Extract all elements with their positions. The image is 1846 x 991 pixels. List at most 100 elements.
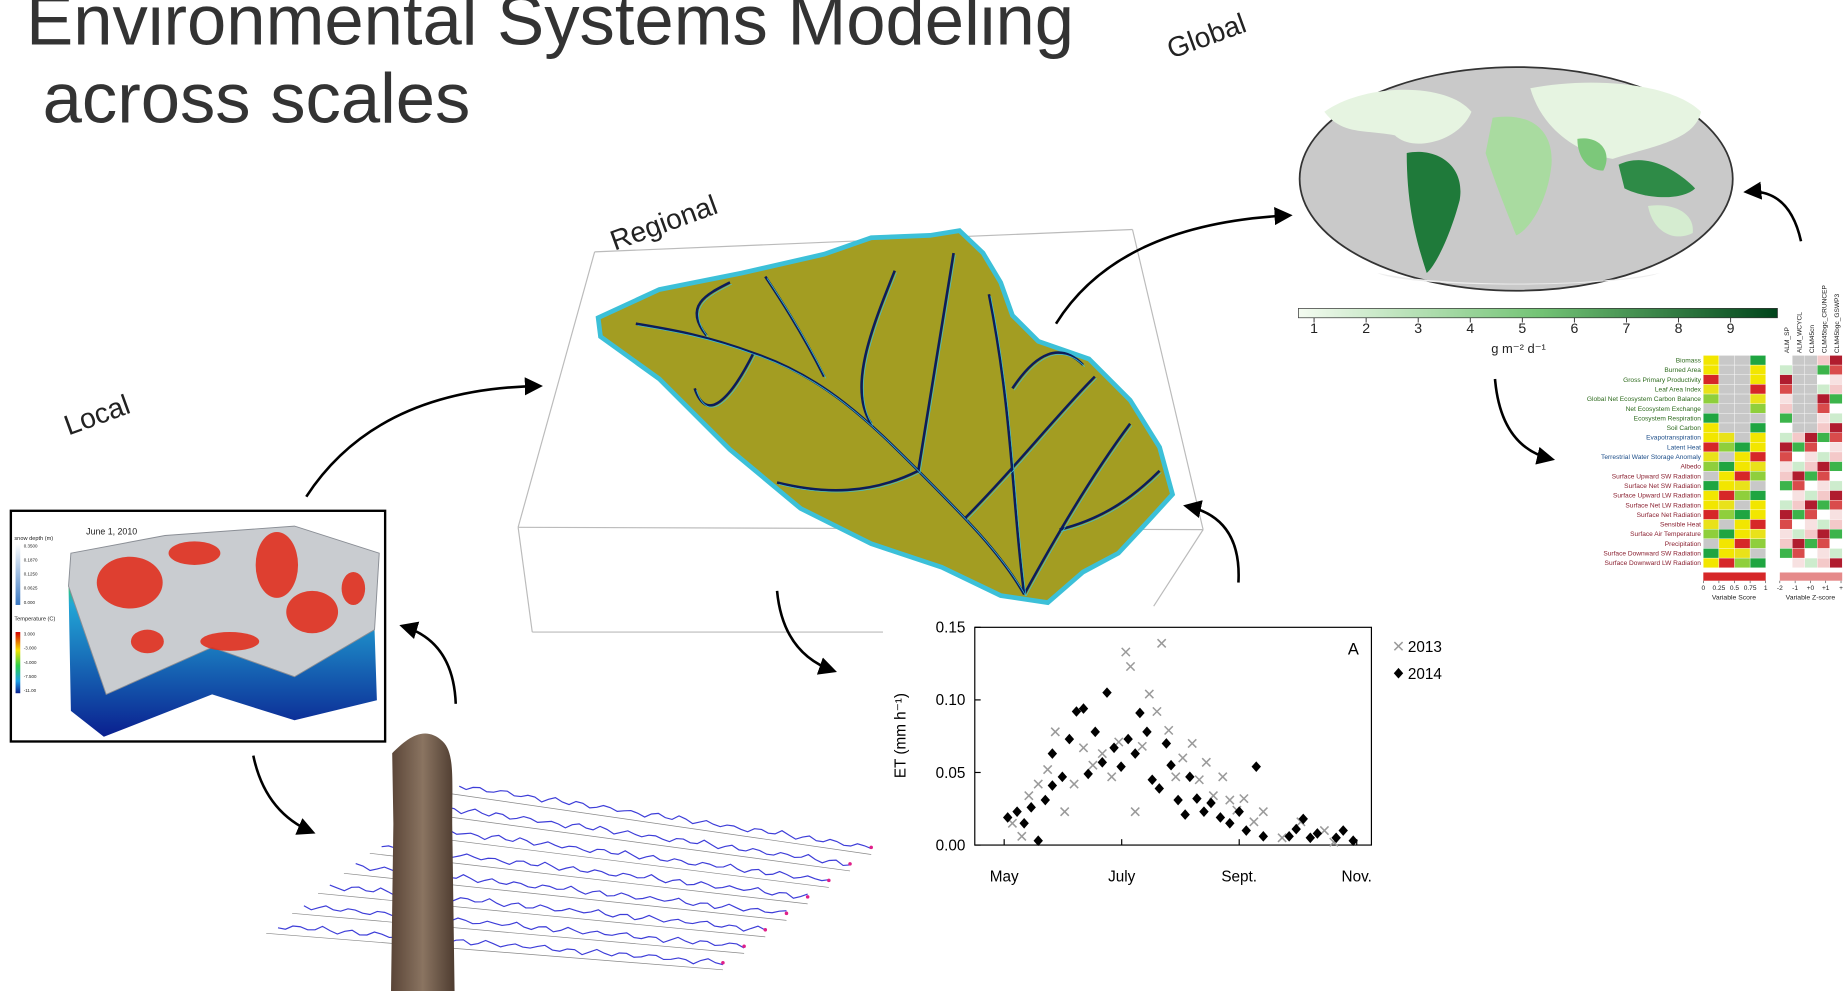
legend-tick-label: 0.000 — [24, 600, 36, 605]
heatmap-cell — [1792, 365, 1804, 375]
legend-marker — [1394, 642, 1402, 650]
z-tick-label: -1 — [1792, 585, 1798, 592]
heatmap-cell — [1719, 539, 1735, 549]
heatmap-cell — [1805, 520, 1817, 530]
colorbar-tick-label: 1 — [1310, 320, 1318, 336]
heatmap-cell — [1830, 404, 1842, 414]
heatmap-cell — [1735, 462, 1751, 472]
heatmap-cell — [1703, 452, 1719, 462]
heatmap-cell — [1780, 452, 1792, 462]
heatmap-row-label: Surface Net SW Radiation — [1624, 483, 1701, 490]
heatmap-cell — [1805, 548, 1817, 558]
heatmap-cell — [1719, 365, 1735, 375]
heatmap-cell — [1703, 433, 1719, 443]
heatmap-cell — [1830, 529, 1842, 539]
heatmap-cell — [1703, 481, 1719, 491]
heatmap-cell — [1780, 548, 1792, 558]
heatmap-cell — [1780, 375, 1792, 385]
x-tick-label: Sept. — [1221, 869, 1257, 886]
warm-patch — [286, 591, 338, 633]
heatmap-cell — [1805, 452, 1817, 462]
heatmap-cell — [1735, 491, 1751, 501]
heatmap-row-label: Albedo — [1680, 464, 1701, 471]
heatmap-cell — [1817, 423, 1829, 433]
legend-tick-label: 0.0625 — [24, 586, 38, 591]
heatmap-cell — [1830, 433, 1842, 443]
heatmap-cell — [1830, 365, 1842, 375]
heatmap-cell — [1703, 539, 1719, 549]
heatmap-cell — [1805, 384, 1817, 394]
heatmap-cell — [1792, 462, 1804, 472]
x-tick-label: Nov. — [1342, 869, 1372, 886]
heatmap-cell — [1780, 558, 1792, 568]
heatmap-cell — [1780, 442, 1792, 452]
heatmap-cell — [1830, 548, 1842, 558]
heatmap-cell — [1817, 539, 1829, 549]
scale-label: Regional — [606, 188, 722, 256]
heatmap-cell — [1805, 529, 1817, 539]
flow-arrow — [403, 626, 456, 704]
heatmap-row-label: Surface Downward SW Radiation — [1603, 551, 1701, 558]
y-tick-label: 0.15 — [936, 620, 966, 637]
heatmap-cell — [1830, 539, 1842, 549]
heatmap-cell — [1780, 510, 1792, 520]
warm-patch — [131, 630, 164, 654]
heatmap-cell — [1719, 558, 1735, 568]
heatmap-cell — [1719, 471, 1735, 481]
heatmap-cell — [1792, 539, 1804, 549]
heatmap-cell — [1750, 510, 1766, 520]
heatmap-cell — [1750, 413, 1766, 423]
heatmap-cell — [1805, 375, 1817, 385]
heatmap-cell — [1830, 462, 1842, 472]
heatmap-cell — [1792, 471, 1804, 481]
heatmap-cell — [1830, 442, 1842, 452]
heatmap-cell — [1703, 471, 1719, 481]
heatmap-cell — [1780, 384, 1792, 394]
colorbar-tick-label: 5 — [1518, 320, 1526, 336]
slide: Environmental Systems Modelingacross sca… — [0, 0, 1846, 991]
y-tick-label: 0.05 — [936, 765, 966, 782]
heatmap-cell — [1750, 452, 1766, 462]
heatmap-cell — [1792, 500, 1804, 510]
heatmap-cell — [1750, 520, 1766, 530]
heatmap-cell — [1805, 558, 1817, 568]
heatmap-cell — [1780, 491, 1792, 501]
colorbar-label: g m⁻² d⁻¹ — [1491, 341, 1546, 356]
heatmap-row-label: Precipitation — [1665, 541, 1702, 548]
score-tick-label: 1 — [1764, 585, 1768, 592]
legend-tick-label: 0.3500 — [24, 543, 38, 548]
heatmap-cell — [1780, 355, 1792, 365]
heatmap-cell — [1735, 471, 1751, 481]
heatmap-cell — [1817, 529, 1829, 539]
heatmap-cell — [1817, 442, 1829, 452]
warm-patch — [256, 532, 298, 598]
heatmap-cell — [1830, 394, 1842, 404]
panel-annotation: A — [1348, 640, 1359, 658]
heatmap-cell — [1735, 481, 1751, 491]
heatmap-cell — [1805, 433, 1817, 443]
heatmap-cell — [1703, 384, 1719, 394]
heatmap-cell — [1750, 462, 1766, 472]
heatmap-cell — [1703, 355, 1719, 365]
heatmap-column-label: CLM45bgc_CRUNCEP — [1822, 284, 1829, 353]
x-tick-label: July — [1108, 869, 1136, 886]
heatmap-cell — [1735, 548, 1751, 558]
score-axis-label: Variable Score — [1712, 595, 1756, 602]
heatmap-cell — [1792, 529, 1804, 539]
heatmap-cell — [1750, 481, 1766, 491]
heatmap-cell — [1750, 500, 1766, 510]
heatmap-cell — [1703, 529, 1719, 539]
heatmap-cell — [1780, 404, 1792, 414]
heatmap-row-label: Sensible Heat — [1660, 522, 1701, 529]
heatmap-cell — [1750, 365, 1766, 375]
heatmap-cell — [1830, 491, 1842, 501]
trace-end — [806, 895, 810, 899]
legend-tick-label: 0.1870 — [24, 557, 38, 562]
heatmap-cell — [1719, 442, 1735, 452]
page: Environmental Systems Modeling across sc… — [0, 0, 1846, 991]
legend-tick-label: -7.500 — [24, 674, 37, 679]
y-axis-label: ET (mm h⁻¹) — [892, 693, 909, 778]
legend-tick-label: 3.000 — [24, 632, 36, 637]
heatmap-column-label: CLM45bgc_GSWP3 — [1834, 294, 1841, 354]
heatmap-cell — [1703, 442, 1719, 452]
